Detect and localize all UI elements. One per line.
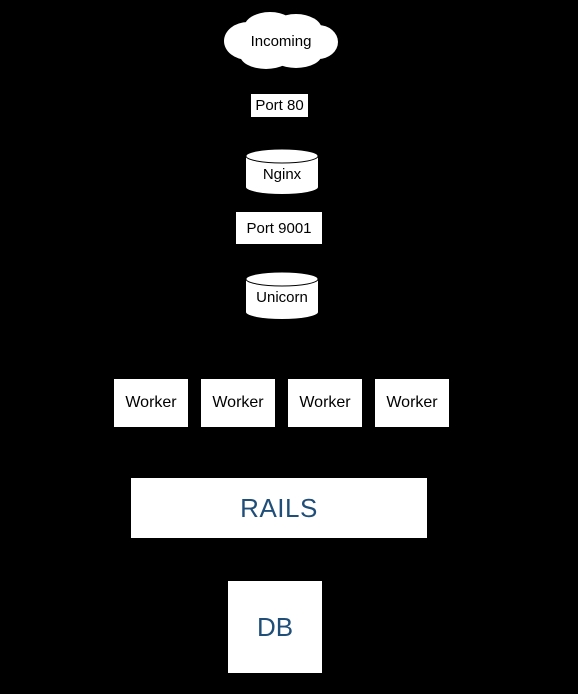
db-box: DB [228,581,322,673]
rails-box: RAILS [131,478,427,538]
incoming-cloud-icon [224,12,338,69]
port-80-label: Port 80 [251,94,308,117]
worker-box: Worker [375,379,449,427]
worker-box: Worker [114,379,188,427]
unicorn-label: Unicorn [256,289,308,306]
worker-box: Worker [288,379,362,427]
nginx-cylinder-icon [245,148,319,194]
worker-box: Worker [201,379,275,427]
port-9001-label: Port 9001 [236,212,322,244]
unicorn-cylinder-icon [245,271,319,319]
nginx-label: Nginx [263,166,302,183]
incoming-label: Incoming [251,33,312,50]
